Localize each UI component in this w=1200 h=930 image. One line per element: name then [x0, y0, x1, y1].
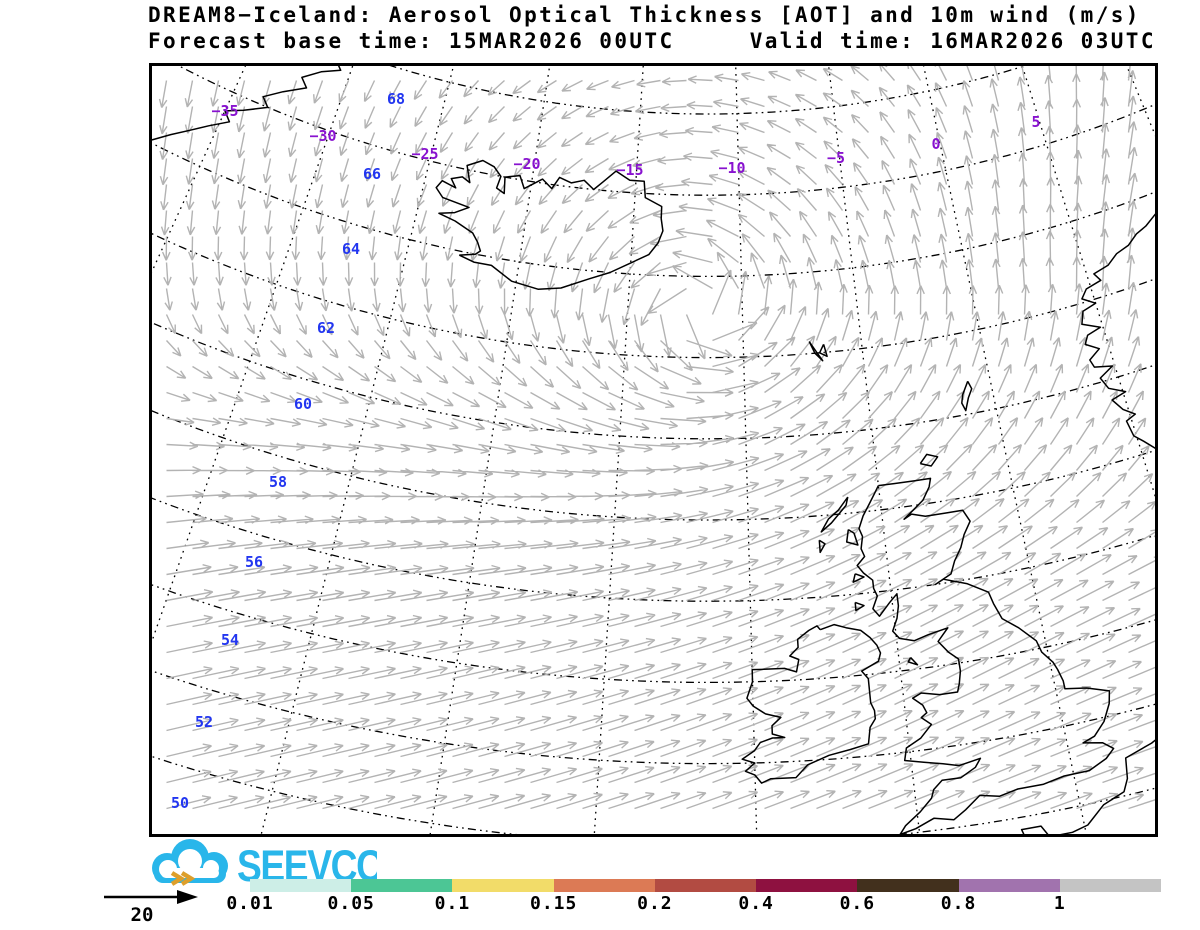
colorbar-segment	[654, 879, 757, 892]
meridian-line	[260, 64, 455, 836]
coast-island	[818, 343, 828, 358]
colorbar-segment	[452, 879, 554, 892]
colorbar-label: 0.6	[839, 893, 876, 914]
lon-label: −35	[211, 102, 238, 120]
lat-label: 58	[269, 473, 287, 491]
coast-ireland	[741, 623, 882, 784]
cloud-icon	[152, 839, 228, 886]
coast-island	[820, 496, 849, 533]
coast-island	[852, 573, 865, 583]
map-border	[149, 63, 1158, 837]
meridian-line	[922, 64, 1088, 836]
aot-colorbar-labels: 0.01 0.05 0.1 0.15 0.2 0.4 0.6 0.8 1	[226, 893, 1200, 919]
wind-arrows	[158, 64, 1157, 810]
coast-island	[854, 601, 865, 612]
lon-label: 0	[931, 135, 940, 153]
lat-label: 60	[294, 395, 312, 413]
lon-label: −10	[718, 159, 745, 177]
coastlines	[150, 64, 1157, 836]
coast-greenland	[150, 64, 342, 142]
colorbar-label: 0.15	[529, 893, 578, 914]
meridian-line	[1021, 64, 1157, 503]
colorbar-label: 0.1	[434, 893, 471, 914]
logo-arrow-icon	[170, 871, 196, 886]
parallel-line	[150, 409, 1157, 521]
lat-label: 64	[342, 240, 360, 258]
meridian-line	[429, 64, 551, 836]
colorbar-segment	[553, 879, 655, 892]
colorbar-segment	[1059, 879, 1161, 892]
lon-label: −5	[827, 149, 845, 167]
lat-label: 66	[363, 165, 381, 183]
colorbar-label: 0.8	[940, 893, 977, 914]
colorbar-segment	[857, 879, 959, 892]
lon-label: 5	[1031, 113, 1040, 131]
coast-island	[907, 656, 919, 666]
coast-iceland	[435, 159, 664, 290]
parallel-line	[150, 496, 1157, 602]
lon-label: −20	[513, 155, 540, 173]
lat-label: 54	[221, 631, 239, 649]
lat-label: 50	[171, 794, 189, 812]
meridian-line	[150, 64, 247, 277]
colorbar-label: 1	[1053, 893, 1066, 914]
meridian-line	[735, 64, 758, 836]
parallel-line	[150, 141, 1157, 278]
parallel-line	[384, 64, 1032, 115]
coast-island	[818, 539, 826, 554]
meridian-line	[593, 64, 644, 836]
coast-island	[845, 528, 859, 546]
parallel-line	[145, 0, 1112, 33]
colorbar-segment	[756, 879, 858, 892]
colorbar-segment	[351, 879, 453, 892]
colorbar-label: 0.01	[226, 893, 274, 914]
wind-scale-arrow-icon	[104, 890, 198, 904]
colorbar-segment	[958, 879, 1060, 892]
wind-scale-value: 20	[131, 904, 154, 926]
lat-label: 62	[317, 319, 335, 337]
meridian-line	[827, 64, 921, 836]
parallel-line	[150, 583, 1157, 684]
colorbar-label: 0.05	[327, 893, 375, 914]
colorbar-label: 0.2	[637, 893, 673, 914]
colorbar-segment	[250, 879, 352, 892]
lat-label: 52	[195, 713, 213, 731]
map-subtitle-times: Forecast base time: 15MAR2026 00UTC Vali…	[148, 29, 1156, 53]
coast-island	[808, 341, 824, 362]
meridian-line	[150, 64, 354, 648]
coast-norway	[1081, 208, 1157, 450]
lat-label: 56	[245, 553, 263, 571]
lon-label: −15	[616, 161, 643, 179]
coast-island	[919, 453, 939, 467]
coast-great-britain	[856, 477, 1115, 836]
colorbar-label: 0.4	[738, 893, 774, 914]
wind-scale: 20	[104, 890, 198, 926]
aot-colorbar	[250, 879, 1161, 892]
coast-island	[961, 380, 973, 412]
lon-label: −30	[309, 127, 336, 145]
lon-label: −25	[411, 145, 438, 163]
parallel-line	[150, 321, 1157, 440]
graticule	[145, 0, 1157, 836]
coast-france	[1020, 738, 1157, 836]
lat-label: 68	[387, 90, 405, 108]
map-title: DREAM8−Iceland: Aerosol Optical Thicknes…	[148, 3, 1141, 27]
